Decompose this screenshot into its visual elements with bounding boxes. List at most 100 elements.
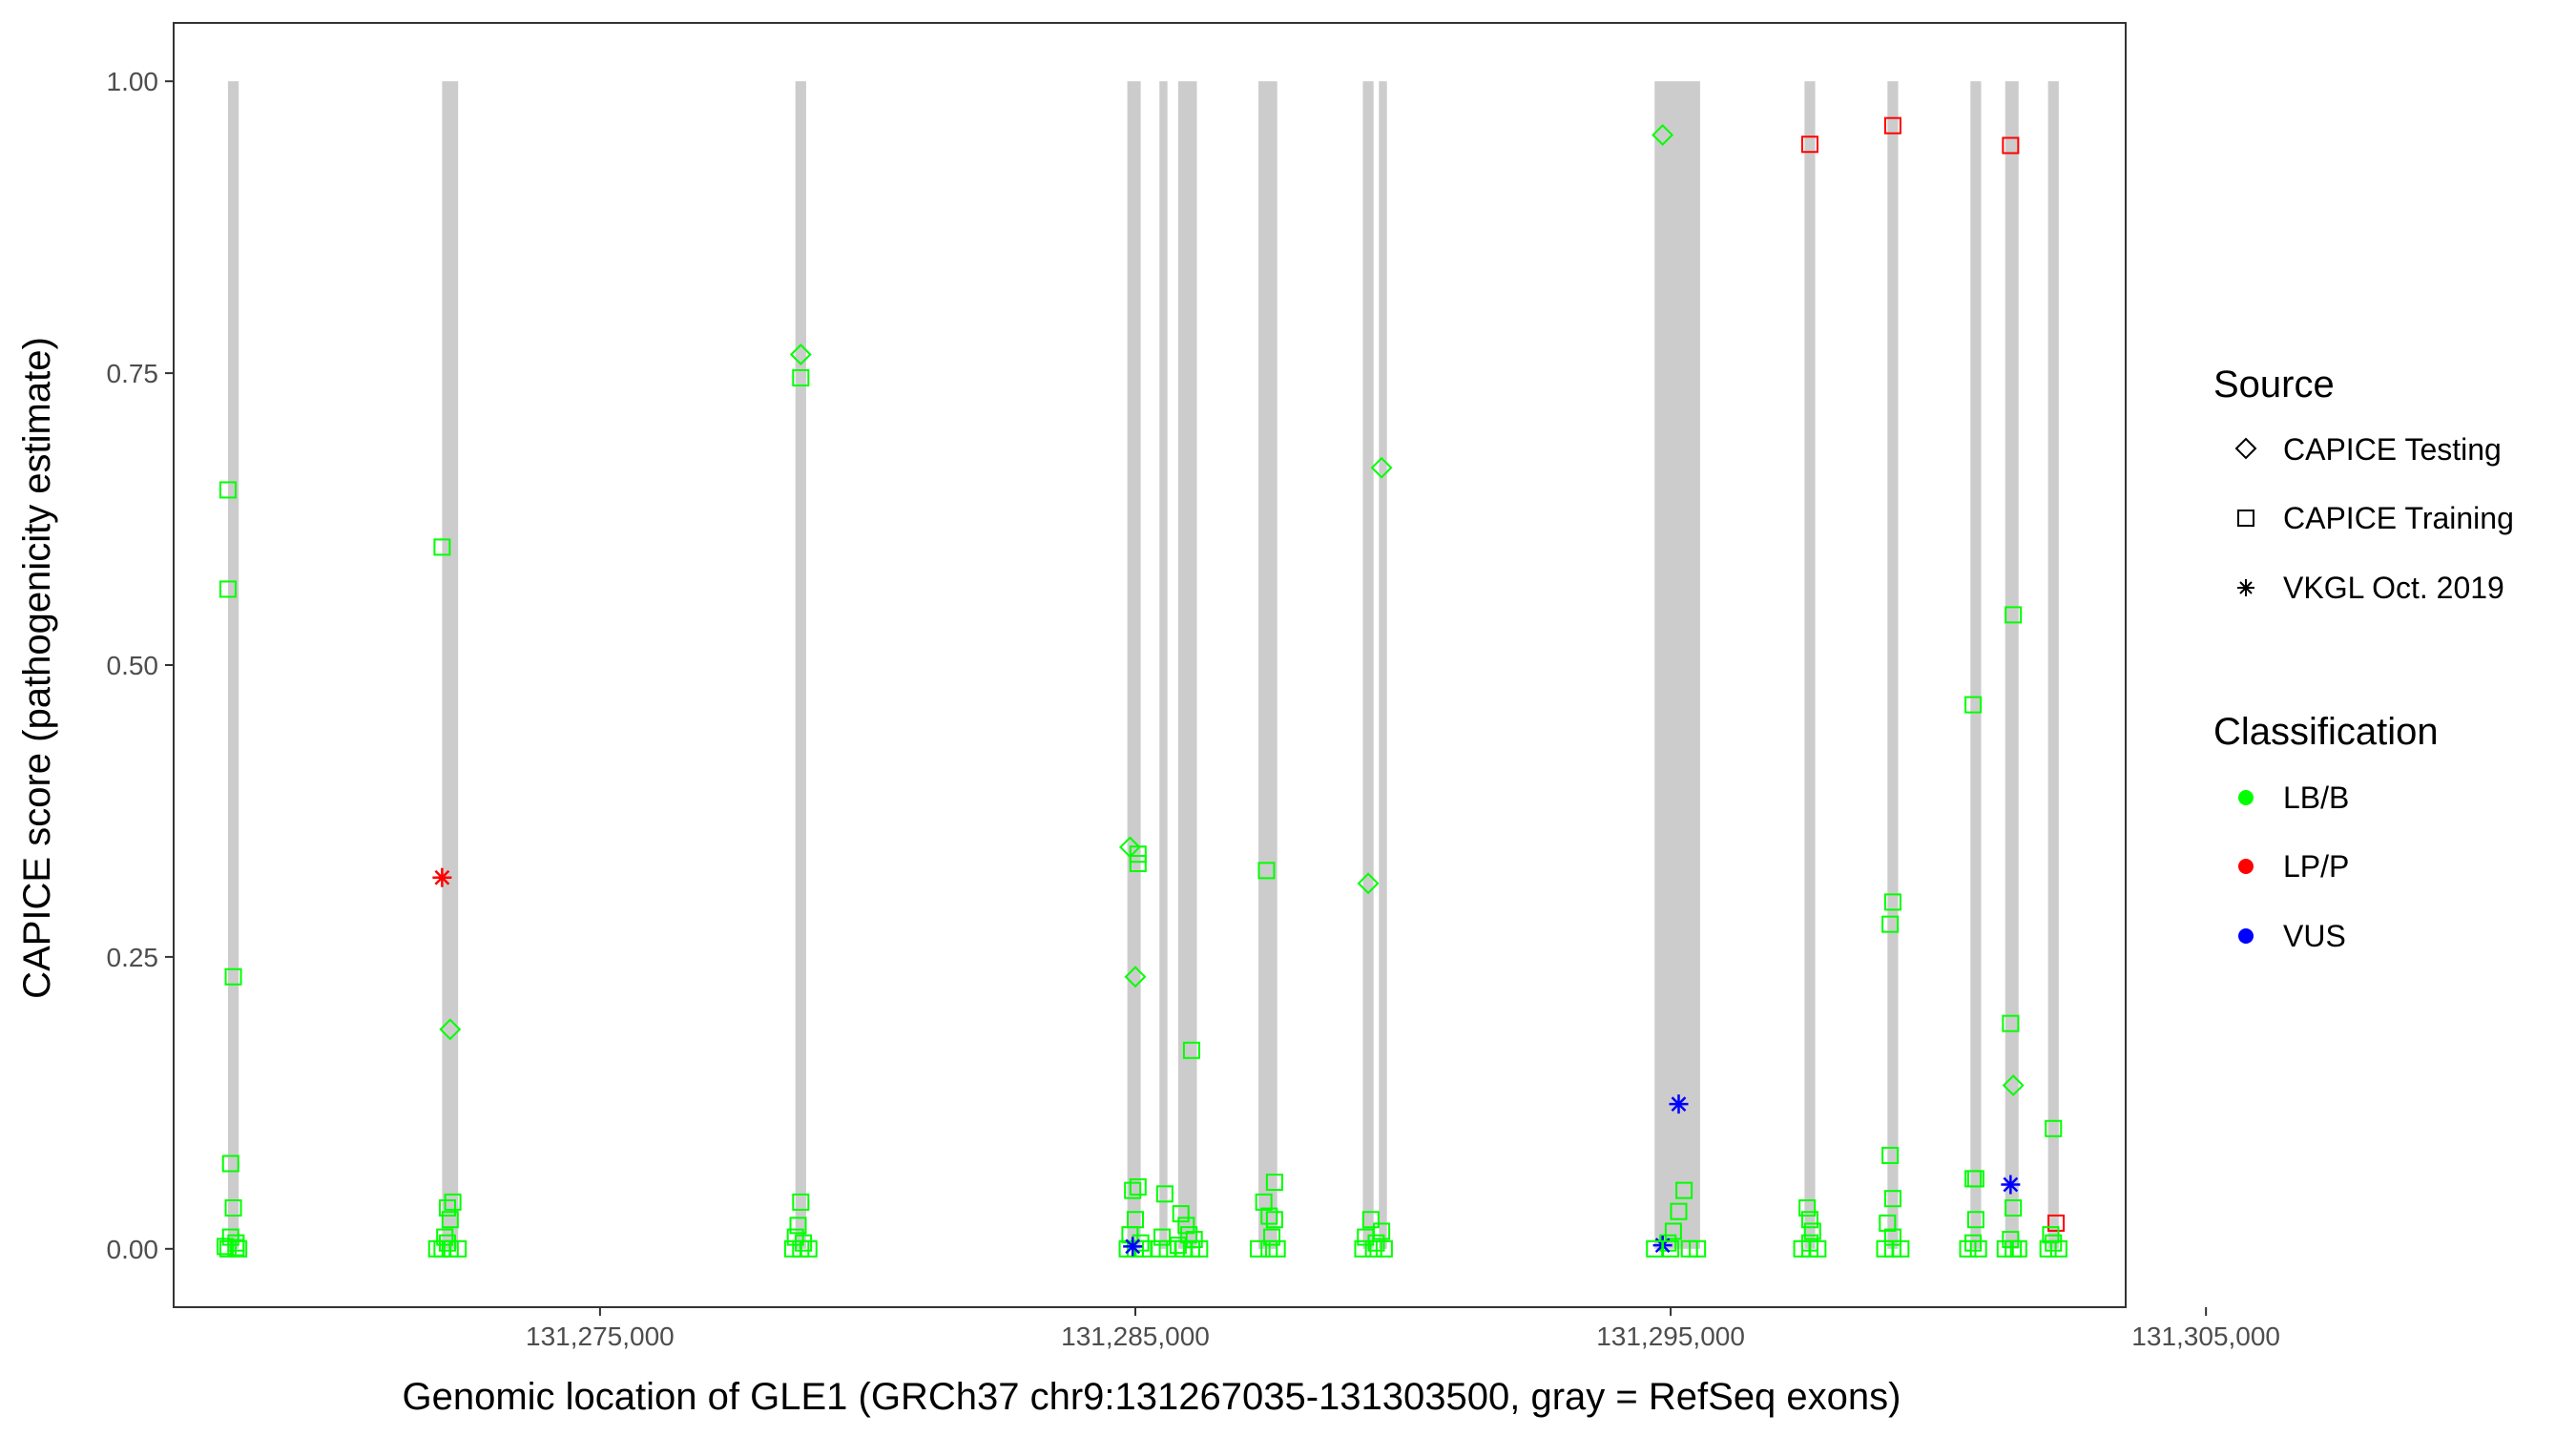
exon-band: [1258, 81, 1278, 1249]
point-square: [2045, 1234, 2063, 1252]
point-square: [1155, 1185, 1174, 1203]
legend-item-lbb: LB/B: [2238, 780, 2349, 815]
point-square: [1966, 1211, 1984, 1229]
point-square: [2045, 1119, 2063, 1137]
point-square: [224, 1198, 242, 1217]
legend-item-vkgl: VKGL Oct. 2019: [2237, 571, 2504, 605]
point-square: [1255, 1193, 1273, 1211]
diamond-icon: [2234, 437, 2257, 460]
point-square: [221, 1155, 239, 1173]
point-square: [800, 1239, 818, 1258]
legend-item-capice-testing: CAPICE Testing: [2234, 432, 2502, 467]
green-dot-icon: [2238, 790, 2254, 805]
point-square: [1129, 1177, 1147, 1196]
square-icon: [2237, 510, 2254, 527]
point-square: [217, 1238, 235, 1256]
point-square: [218, 580, 237, 598]
exon-band: [2047, 81, 2059, 1249]
point-diamond: [1652, 124, 1674, 146]
point-square: [1250, 1239, 1268, 1258]
x-tick-label: 131,295,000: [1596, 1322, 1745, 1351]
legend-item-capice-training: CAPICE Training: [2237, 501, 2514, 535]
exon-bands: [227, 81, 2059, 1249]
point-square: [795, 1234, 813, 1252]
point-square: [1191, 1239, 1209, 1258]
point-square: [2047, 1214, 2066, 1232]
point-square: [2002, 136, 2020, 155]
point-diamond: [1370, 456, 1393, 479]
point-square: [1959, 1239, 1977, 1258]
point-square: [438, 1198, 456, 1217]
point-square: [2005, 606, 2023, 624]
point-square: [1881, 1146, 1900, 1164]
point-diamond: [2002, 1074, 2025, 1096]
point-square: [1883, 1190, 1901, 1208]
point-square: [1800, 1211, 1818, 1229]
point-asterisk: [432, 867, 452, 887]
y-axis: 0.00 0.25 0.50 0.75 1.00: [107, 67, 174, 1264]
point-square: [1689, 1239, 1707, 1258]
point-asterisk: [2001, 1175, 2021, 1195]
point-square: [1354, 1239, 1372, 1258]
point-square: [1129, 855, 1147, 873]
point-square: [1675, 1181, 1693, 1199]
point-square: [1124, 1181, 1142, 1199]
exon-band: [227, 81, 239, 1249]
point-square: [1964, 696, 1983, 714]
point-square: [1265, 1211, 1283, 1229]
exon-band: [1159, 81, 1168, 1249]
point-square: [1809, 1239, 1827, 1258]
point-diamond: [1357, 872, 1380, 895]
legend-label-capice-training: CAPICE Training: [2283, 501, 2514, 535]
red-dot-icon: [2238, 859, 2254, 874]
point-square: [218, 481, 237, 499]
point-square: [1263, 1228, 1281, 1246]
point-square: [1662, 1239, 1680, 1258]
x-axis: 131,275,000 131,285,000 131,295,000 131,305…: [526, 1307, 2280, 1351]
point-square: [1879, 1214, 1897, 1232]
point-square: [1964, 1234, 1983, 1252]
exon-band: [1379, 81, 1387, 1249]
point-diamond: [1124, 966, 1147, 989]
point-square: [438, 1234, 456, 1252]
point-square: [1180, 1226, 1198, 1244]
exon-band: [1887, 81, 1899, 1249]
point-square: [2002, 1014, 2020, 1032]
point-square: [1883, 116, 1901, 135]
exon-band: [1127, 81, 1141, 1249]
y-tick-label: 1.00: [107, 67, 159, 96]
point-square: [1129, 845, 1147, 864]
legend-item-vus: VUS: [2238, 919, 2346, 953]
data-points: [217, 116, 2067, 1258]
point-square: [792, 368, 810, 386]
point-square: [1257, 862, 1276, 880]
point-square: [433, 538, 451, 556]
point-square: [2005, 1198, 2023, 1217]
point-diamond: [439, 1018, 462, 1041]
point-square: [1375, 1239, 1393, 1258]
exon-band: [1177, 81, 1197, 1249]
asterisk-icon: [2237, 579, 2254, 596]
point-asterisk: [1123, 1237, 1143, 1257]
point-square: [1883, 893, 1901, 911]
point-square: [792, 1193, 810, 1211]
point-asterisk: [1669, 1094, 1689, 1114]
point-square: [1182, 1041, 1200, 1059]
point-square: [2039, 1239, 2057, 1258]
point-square: [1268, 1239, 1286, 1258]
point-square: [1800, 135, 1818, 154]
legend-label-lpp: LP/P: [2283, 849, 2349, 884]
y-tick-label: 0.25: [107, 943, 159, 972]
legend-source-title: Source: [2213, 364, 2335, 406]
point-square: [224, 968, 242, 986]
point-square: [1361, 1211, 1380, 1229]
point-square: [1881, 915, 1900, 933]
blue-dot-icon: [2238, 928, 2254, 944]
exon-band: [442, 81, 459, 1249]
point-square: [444, 1193, 462, 1211]
point-square: [1260, 1207, 1278, 1225]
y-axis-title: CAPICE score (pathogenicity estimate): [16, 337, 58, 999]
point-square: [1364, 1239, 1382, 1258]
legend-label-lbb: LB/B: [2283, 780, 2349, 815]
